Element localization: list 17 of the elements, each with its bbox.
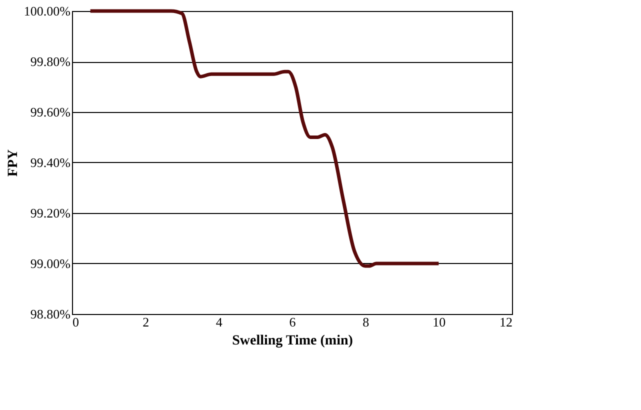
x-tick-label: 10 — [432, 314, 446, 330]
x-tick-label: 2 — [142, 314, 150, 330]
x-axis-title: Swelling Time (min) — [232, 334, 354, 348]
x-tick-label: 12 — [500, 314, 512, 330]
x-tick-label: 0 — [72, 314, 79, 330]
y-tick-label: 99.40% — [30, 155, 71, 170]
y-tick-label: 100.00% — [24, 4, 71, 18]
y-tick-label: 99.80% — [30, 54, 71, 69]
x-tick-label: 4 — [216, 314, 223, 330]
line-series — [88, 9, 440, 268]
y-tick-label: 99.00% — [30, 256, 71, 271]
y-tick-label: 99.60% — [30, 104, 71, 120]
x-tick-label: 8 — [362, 314, 370, 330]
y-tick-label: 98.80% — [30, 306, 71, 322]
x-tick-label: 6 — [289, 314, 296, 330]
y-tick-label: 99.20% — [30, 206, 71, 220]
y-axis-title: FPY — [6, 149, 21, 177]
